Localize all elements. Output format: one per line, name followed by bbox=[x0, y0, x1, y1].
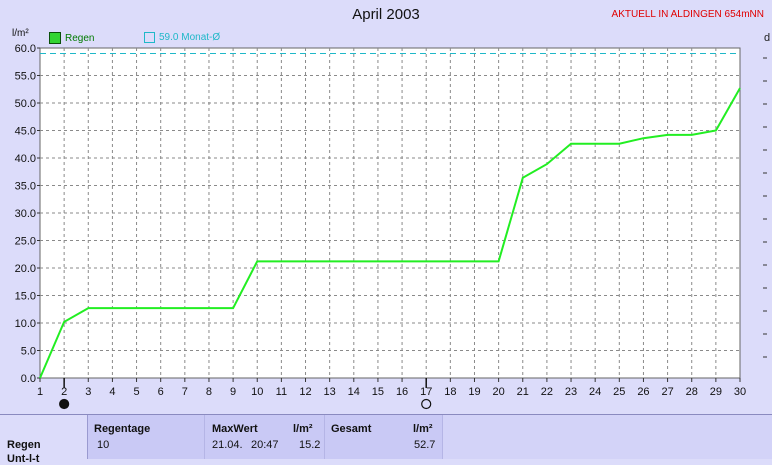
y-tick-label-60.0: 60.0 bbox=[15, 43, 36, 55]
y-tick-label-45.0: 45.0 bbox=[15, 126, 36, 138]
maxwert-cell: MaxWert l/m² 21.04. 20:47 15.2 bbox=[205, 415, 325, 459]
y-tick-label-5.0: 5.0 bbox=[21, 346, 36, 358]
y-tick-label-55.0: 55.0 bbox=[15, 71, 36, 83]
x-tick-label-2: 2 bbox=[61, 386, 67, 398]
x-tick-label-26: 26 bbox=[637, 386, 649, 398]
rain-chart: 0.0 5.0 10.0 15.0 20.0 25.0 30.0 35.0 40.0 45.0 50… bbox=[15, 43, 767, 410]
x-tick-label-9: 9 bbox=[230, 386, 236, 398]
x-tick-label-8: 8 bbox=[206, 386, 212, 398]
x-tick-label-19: 19 bbox=[468, 386, 480, 398]
regentage-value: 10 bbox=[97, 439, 110, 451]
x-axis-ticks: 1 2 3 4 5 6 7 8 9 10 11 12 13 14 15 16 17 18 19 20 21 22 23 24 2… bbox=[37, 378, 746, 398]
x-tick-label-21: 21 bbox=[517, 386, 529, 398]
grid-lines bbox=[40, 48, 740, 378]
gesamt-value: 52.7 bbox=[414, 439, 436, 451]
legend-monthly-average: 59.0 Monat-Ø bbox=[144, 32, 220, 43]
row-label: Regen bbox=[7, 439, 41, 451]
legend-regen-label: Regen bbox=[65, 32, 95, 44]
x-tick-label-30: 30 bbox=[734, 386, 746, 398]
x-tick-label-13: 13 bbox=[324, 386, 336, 398]
x-tick-label-1: 1 bbox=[37, 386, 43, 398]
x-tick-label-23: 23 bbox=[565, 386, 577, 398]
right-edge-ticks bbox=[763, 57, 767, 358]
x-tick-label-27: 27 bbox=[661, 386, 673, 398]
moon-markers bbox=[59, 378, 432, 410]
maxwert-time: 20:47 bbox=[251, 439, 279, 451]
full-moon-icon bbox=[421, 398, 432, 410]
x-tick-label-16: 16 bbox=[396, 386, 408, 398]
y-tick-label-15.0: 15.0 bbox=[15, 291, 36, 303]
chart-title: April 2003 bbox=[352, 6, 420, 23]
y-axis-ticks: 0.0 5.0 10.0 15.0 20.0 25.0 30.0 35.0 40.0 45.0 50… bbox=[15, 43, 40, 385]
x-tick-label-28: 28 bbox=[686, 386, 698, 398]
row-label-cut: Unt-l-t bbox=[7, 453, 40, 465]
y-tick-label-25.0: 25.0 bbox=[15, 236, 36, 248]
x-tick-label-15: 15 bbox=[372, 386, 384, 398]
rain-series-line bbox=[39, 87, 741, 379]
legend-monthly-average-swatch bbox=[144, 32, 155, 43]
x-tick-label-17: 17 bbox=[420, 386, 432, 398]
x-tick-label-5: 5 bbox=[133, 386, 139, 398]
x-tick-label-11: 11 bbox=[276, 386, 287, 398]
empty-cell bbox=[443, 415, 772, 459]
gesamt-unit: l/m² bbox=[413, 423, 433, 435]
x-tick-label-18: 18 bbox=[444, 386, 456, 398]
legend-monthly-average-label: 59.0 Monat-Ø bbox=[159, 32, 221, 43]
y-tick-label-35.0: 35.0 bbox=[15, 181, 36, 193]
regentage-cell: Regentage 10 bbox=[88, 415, 205, 459]
maxwert-unit: l/m² bbox=[293, 423, 313, 435]
y-tick-label-20.0: 20.0 bbox=[15, 263, 36, 275]
x-tick-label-6: 6 bbox=[158, 386, 164, 398]
maxwert-header: MaxWert bbox=[212, 423, 258, 435]
new-moon-icon bbox=[59, 398, 70, 410]
x-tick-label-25: 25 bbox=[613, 386, 625, 398]
gesamt-cell: Gesamt l/m² 52.7 bbox=[325, 415, 443, 459]
legend-regen-swatch bbox=[49, 32, 61, 44]
gesamt-header: Gesamt bbox=[331, 423, 372, 435]
x-tick-label-4: 4 bbox=[109, 386, 115, 398]
legend-regen: Regen bbox=[49, 32, 94, 44]
y-tick-label-30.0: 30.0 bbox=[15, 208, 36, 220]
x-tick-label-29: 29 bbox=[710, 386, 722, 398]
x-tick-label-20: 20 bbox=[492, 386, 504, 398]
x-tick-label-10: 10 bbox=[251, 386, 263, 398]
y-tick-label-0.0: 0.0 bbox=[21, 373, 36, 385]
x-tick-label-24: 24 bbox=[589, 386, 601, 398]
x-tick-label-12: 12 bbox=[299, 386, 311, 398]
y-tick-label-10.0: 10.0 bbox=[15, 318, 36, 330]
x-tick-label-14: 14 bbox=[348, 386, 360, 398]
row-label-cell: Regen Unt-l-t bbox=[0, 415, 88, 465]
y-tick-label-40.0: 40.0 bbox=[15, 153, 36, 165]
y-tick-label-50.0: 50.0 bbox=[15, 98, 36, 110]
maxwert-date: 21.04. bbox=[212, 439, 243, 451]
x-tick-label-3: 3 bbox=[85, 386, 91, 398]
station-label: AKTUELL IN ALDINGEN 654mNN bbox=[611, 9, 764, 20]
x-tick-label-7: 7 bbox=[182, 386, 188, 398]
y-axis-title: l/m² bbox=[12, 28, 29, 39]
maxwert-value: 15.2 bbox=[299, 439, 321, 451]
summary-table: Regen Unt-l-t Regentage 10 MaxWert l/m² … bbox=[0, 414, 772, 465]
regentage-header: Regentage bbox=[94, 423, 151, 435]
x-tick-label-22: 22 bbox=[541, 386, 553, 398]
right-cut-label: d bbox=[764, 32, 771, 44]
